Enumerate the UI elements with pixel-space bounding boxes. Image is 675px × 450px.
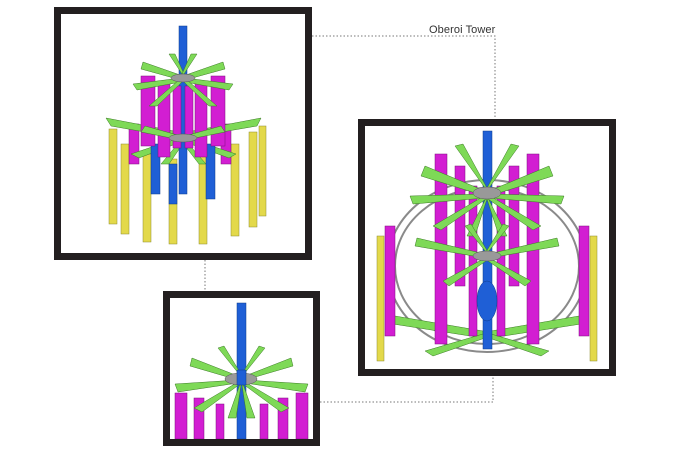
view-frame-right (358, 119, 616, 376)
middle-arms (414, 223, 560, 287)
walls (174, 392, 309, 439)
outer-columns (108, 125, 267, 245)
connector-bottom-to-right (320, 376, 494, 403)
central-core (482, 130, 493, 350)
tower-model-full (105, 25, 267, 245)
core-cylinders (150, 143, 216, 205)
core-lobe (476, 280, 498, 322)
tower-model-core-top (174, 302, 309, 439)
diagram-label: Oberoi Tower (429, 24, 496, 36)
radial-arms (174, 345, 309, 419)
connector-label-to-top-left (312, 35, 496, 119)
outer-columns (376, 235, 598, 362)
view-frame-bottom (163, 291, 320, 446)
top-hub (472, 186, 502, 200)
upper-hub (170, 73, 196, 83)
tower-model-perspective (376, 130, 598, 362)
upper-arms (132, 53, 234, 107)
view-frame-top-left (54, 7, 312, 260)
